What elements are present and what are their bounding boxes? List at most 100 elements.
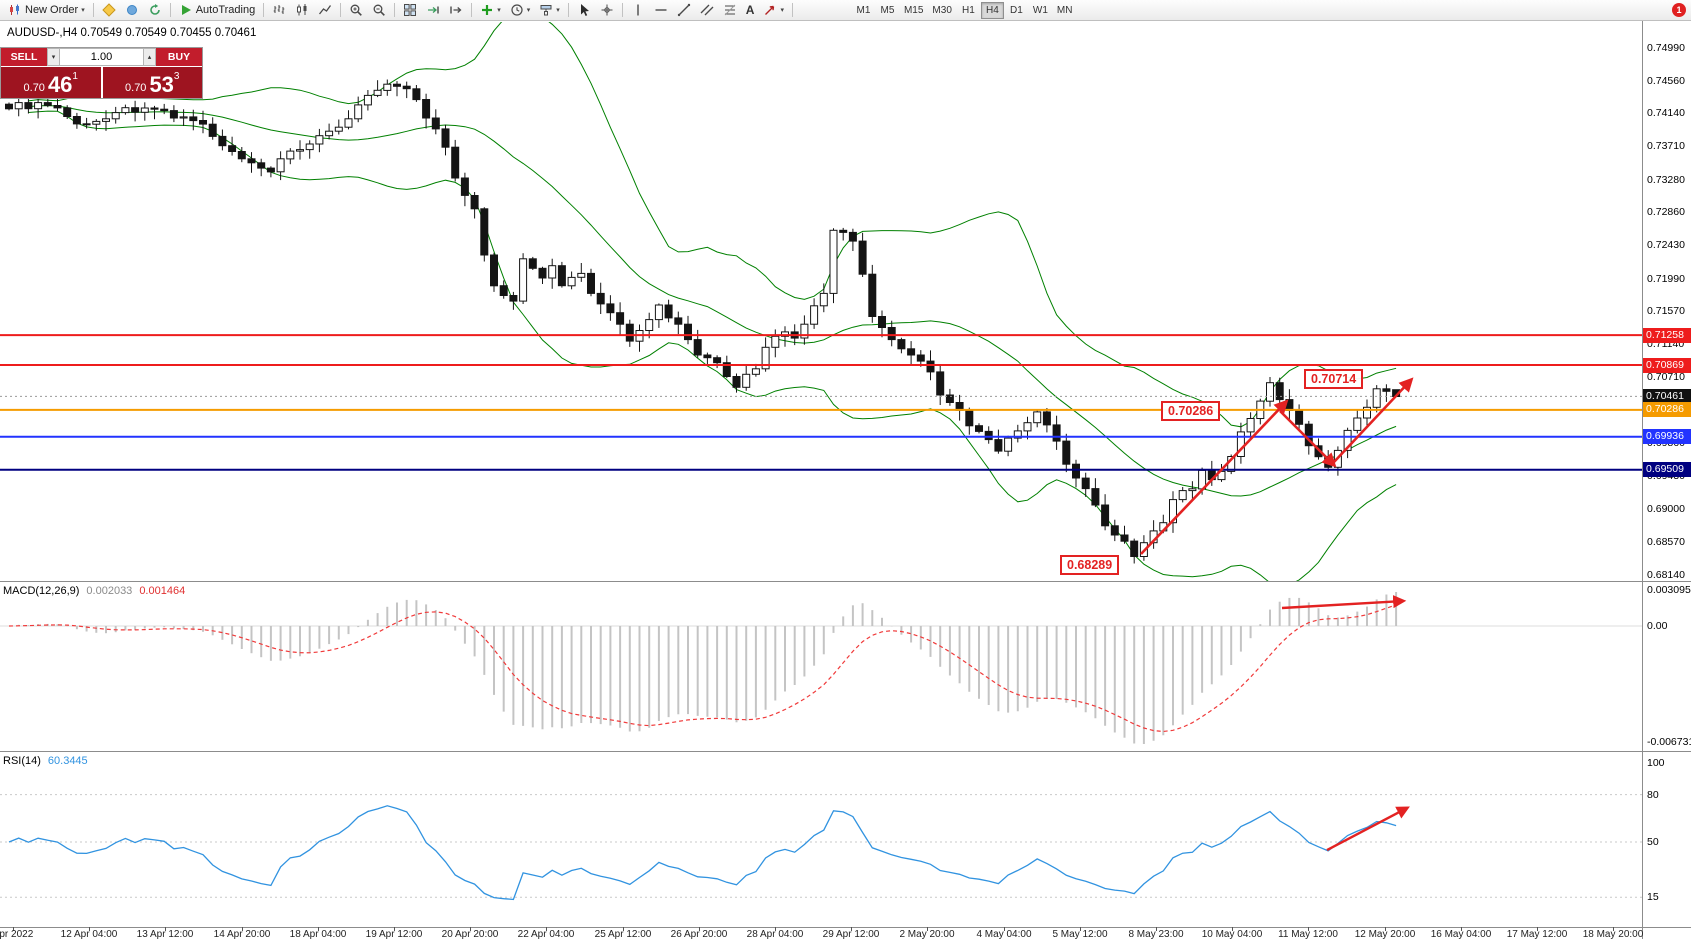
bollinger-upper-band xyxy=(28,22,1397,428)
candle xyxy=(422,99,431,119)
channel-button[interactable] xyxy=(696,1,718,20)
chart-shift-button[interactable] xyxy=(445,1,467,20)
macd-signal-line xyxy=(8,604,1397,733)
macd-indicator-panel xyxy=(0,592,1642,744)
rsi-trend-arrow[interactable] xyxy=(1326,806,1410,852)
macd-name: MACD(12,26,9) xyxy=(3,585,80,597)
one-click-trading-panel: SELL ▾ ▴ BUY 0.70 46 1 0.70 53 3 xyxy=(0,47,203,99)
arrows-tool-button[interactable]: ▾ xyxy=(759,1,788,20)
candle xyxy=(1382,388,1391,392)
autotrading-button[interactable]: AutoTrading xyxy=(175,1,260,20)
timeframe-h1-button[interactable]: H1 xyxy=(957,2,980,19)
timeframe-h4-button[interactable]: H4 xyxy=(980,1,1004,19)
new-order-button[interactable]: New Order ▾ xyxy=(4,1,89,20)
crosshair-button[interactable] xyxy=(596,1,618,20)
bar-chart-button[interactable] xyxy=(268,1,290,20)
metaeditor-icon xyxy=(101,3,116,17)
candle xyxy=(751,368,760,375)
candle xyxy=(199,120,207,125)
volume-increase-button[interactable]: ▴ xyxy=(143,48,156,66)
options-icon xyxy=(126,5,137,15)
macd-trend-arrow[interactable] xyxy=(1281,594,1407,610)
candle xyxy=(674,317,683,325)
indicators-button[interactable]: ▾ xyxy=(476,1,505,20)
timeframe-m1-button[interactable]: M1 xyxy=(852,2,875,19)
options-button[interactable] xyxy=(121,1,143,20)
candle xyxy=(858,240,867,275)
chevron-down-icon: ▾ xyxy=(556,6,560,14)
cursor-button[interactable] xyxy=(573,1,595,20)
auto-scroll-icon xyxy=(428,6,439,14)
toolbar-separator xyxy=(791,3,793,17)
horizontal-line-button[interactable] xyxy=(650,1,672,20)
fibonacci-button[interactable] xyxy=(719,1,741,20)
one-click-price-row: 0.70 46 1 0.70 53 3 xyxy=(1,66,202,98)
candle xyxy=(907,348,916,356)
candle xyxy=(237,151,246,160)
sell-button[interactable]: SELL xyxy=(1,48,47,66)
volume-input[interactable] xyxy=(60,48,143,66)
templates-button[interactable]: ▾ xyxy=(535,1,564,20)
candle xyxy=(994,439,1003,452)
timeframe-w1-button[interactable]: W1 xyxy=(1029,2,1052,19)
candle xyxy=(121,107,130,114)
candle xyxy=(1004,437,1013,452)
text-tool-icon: A xyxy=(745,3,755,17)
vertical-line-button[interactable] xyxy=(627,1,649,20)
new-order-icon xyxy=(10,4,19,15)
timeframe-mn-button[interactable]: MN xyxy=(1053,2,1077,19)
candle xyxy=(587,272,595,294)
auto-scroll-button[interactable] xyxy=(422,1,444,20)
timeframe-m5-button[interactable]: M5 xyxy=(876,2,899,19)
timeframe-m30-button[interactable]: M30 xyxy=(928,2,955,19)
sell-price-prefix: 0.70 xyxy=(23,82,45,94)
metaeditor-button[interactable] xyxy=(98,1,120,20)
periods-button[interactable]: ▾ xyxy=(506,1,535,20)
candle xyxy=(616,312,625,325)
notification-badge[interactable]: 1 xyxy=(1672,3,1686,17)
timeframe-m15-button[interactable]: M15 xyxy=(900,2,927,19)
refresh-icon xyxy=(149,4,160,15)
candle xyxy=(1033,411,1042,424)
candle xyxy=(897,339,906,350)
sell-price-button[interactable]: 0.70 46 1 xyxy=(1,67,101,98)
line-chart-button[interactable] xyxy=(314,1,336,20)
macd-main-value: 0.002033 xyxy=(86,585,133,597)
candle xyxy=(354,104,363,120)
candle xyxy=(34,102,43,110)
candle xyxy=(732,376,741,388)
candle xyxy=(577,272,586,278)
candle xyxy=(839,229,848,233)
rsi-indicator-label: RSI(14) 60.3445 xyxy=(3,755,88,767)
candle xyxy=(1052,424,1061,442)
candle xyxy=(1081,477,1090,490)
trend-arrow[interactable] xyxy=(1140,399,1289,555)
volume-decrease-button[interactable]: ▾ xyxy=(47,48,60,66)
candle xyxy=(1178,490,1187,501)
trendline-button[interactable] xyxy=(673,1,695,20)
timeframe-d1-button[interactable]: D1 xyxy=(1005,2,1028,19)
candle xyxy=(1120,534,1129,542)
trend-arrow[interactable] xyxy=(1333,377,1414,463)
text-tool-button[interactable]: A xyxy=(742,1,759,20)
buy-price-button[interactable]: 0.70 53 3 xyxy=(102,67,202,98)
candle xyxy=(1246,418,1255,433)
toolbar-separator xyxy=(263,3,265,17)
candle xyxy=(596,292,605,305)
zoom-out-button[interactable] xyxy=(368,1,390,20)
candle xyxy=(431,117,440,130)
zoom-in-button[interactable] xyxy=(345,1,367,20)
candle xyxy=(1042,411,1051,426)
candle xyxy=(82,123,91,126)
trend-arrow[interactable] xyxy=(1279,410,1337,468)
candle xyxy=(43,102,52,106)
buy-button[interactable]: BUY xyxy=(156,48,202,66)
main-price-panel xyxy=(5,22,1401,581)
refresh-button[interactable] xyxy=(144,1,166,20)
chevron-down-icon: ▾ xyxy=(497,6,501,14)
tile-windows-icon xyxy=(404,4,417,16)
candlestick-chart-button[interactable] xyxy=(291,1,313,20)
tile-windows-button[interactable] xyxy=(399,1,421,20)
